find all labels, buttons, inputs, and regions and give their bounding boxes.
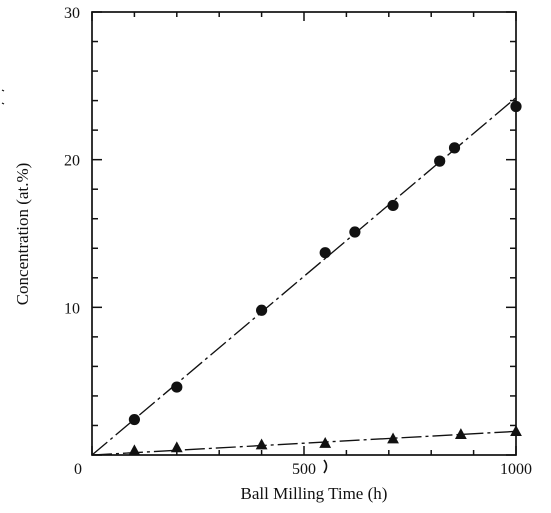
y-tick-label: 30 (64, 5, 80, 22)
triangle-data-point (387, 432, 399, 444)
x-axis-label: Ball Milling Time (h) (241, 484, 388, 503)
triangle-data-point (510, 425, 522, 437)
circle-data-point (387, 199, 399, 212)
circle-data-point (448, 142, 461, 154)
fit-lines (91, 97, 517, 456)
triangle-data-point (170, 441, 183, 453)
circle-data-point (171, 381, 183, 393)
circle-data-point (510, 100, 522, 113)
triangle-data-point (319, 436, 332, 448)
circle-data-point (434, 155, 446, 167)
circle-data-point (256, 304, 268, 316)
circle-data-point (128, 413, 140, 426)
triangle-series-fit-line (91, 430, 517, 456)
x-tick-label: 1000 (500, 461, 532, 478)
triangle-data-point (454, 428, 467, 439)
y-axis-ticks (92, 11, 516, 456)
x-tick-label: 500 (292, 461, 316, 478)
x-tick-labels: 0 500 1000 (74, 461, 532, 478)
y-axis-label: Concentration (at.%) (13, 163, 32, 306)
x-tick-label: 0 (74, 461, 82, 478)
y-tick-label: 20 (64, 153, 80, 170)
y-tick-labels: 10 20 30 (64, 5, 80, 317)
circle-data-point (349, 226, 361, 238)
circle-data-point (319, 247, 331, 259)
scan-artifact-mark (323, 459, 328, 474)
plot-frame (91, 11, 517, 456)
scan-artifact-mark (1, 89, 5, 92)
data-markers (128, 100, 522, 456)
triangle-data-point (128, 444, 141, 456)
y-tick-label: 10 (64, 300, 80, 317)
scan-artifact-mark (1, 102, 5, 105)
triangle-data-point (255, 438, 268, 450)
x-axis-ticks (91, 12, 517, 455)
